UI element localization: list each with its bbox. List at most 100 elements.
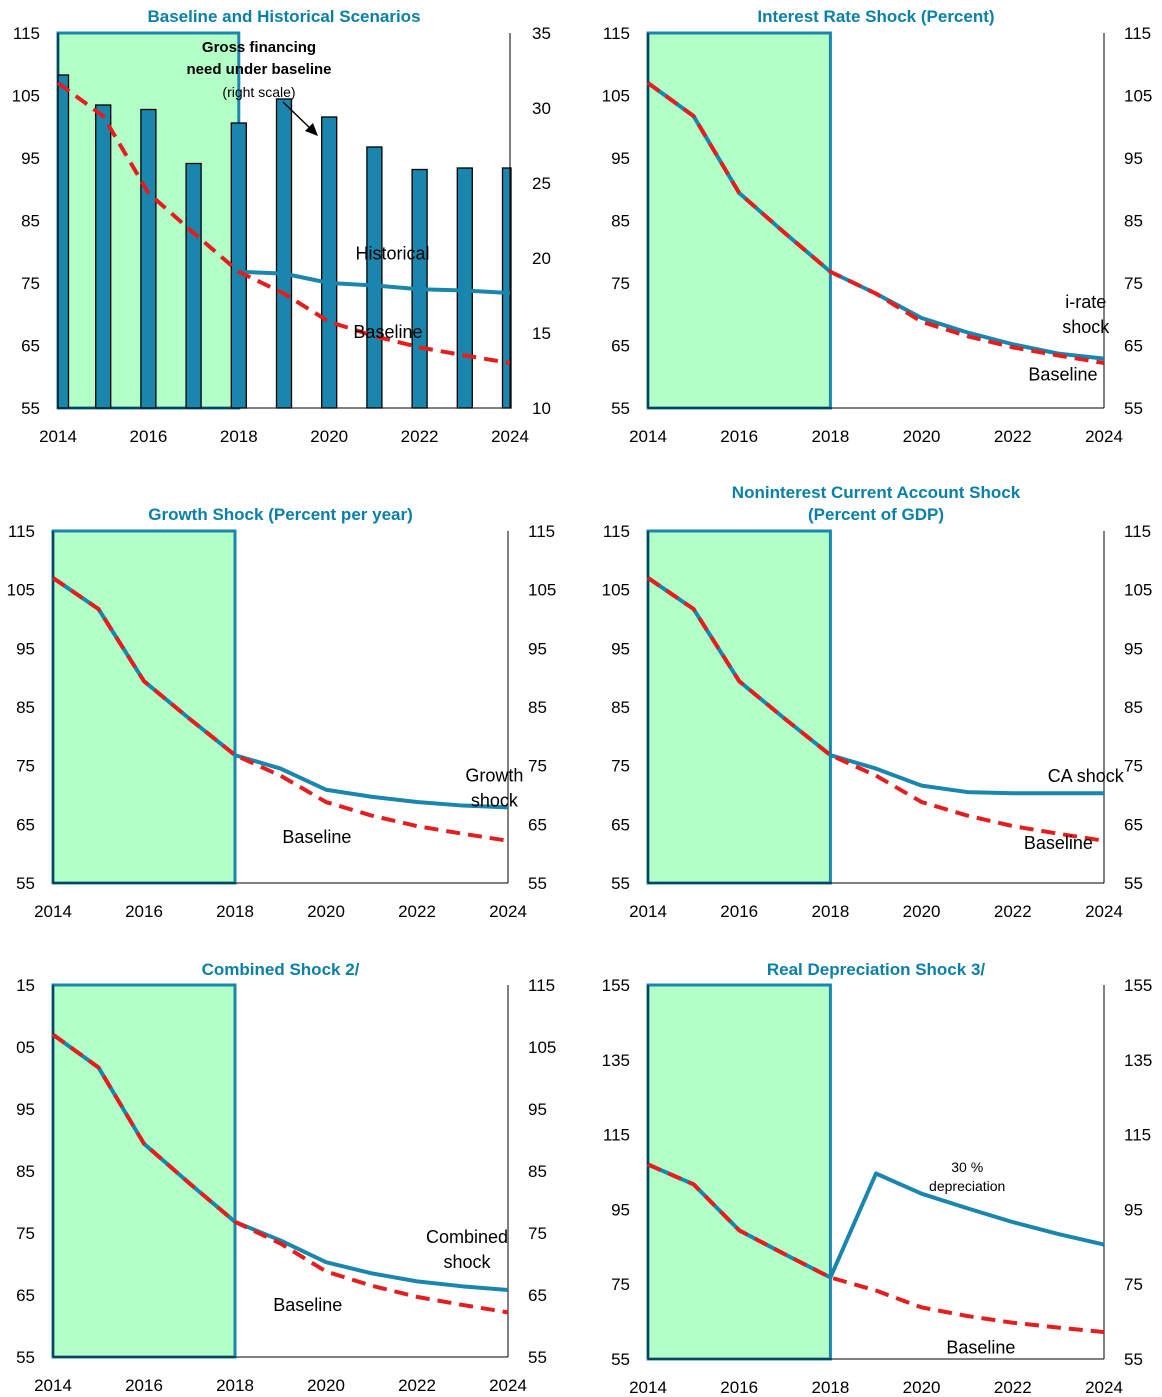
x-tick-label: 2016 — [720, 902, 758, 921]
shock-label: i-rate — [1065, 292, 1106, 312]
y2-tick-label: 55 — [1124, 399, 1143, 418]
y2-tick-label: 95 — [528, 639, 547, 658]
x-tick-label: 2022 — [401, 427, 439, 446]
y2-tick-label: 65 — [1124, 815, 1143, 834]
y2-tick-label: 85 — [1124, 698, 1143, 717]
y2-tick-label: 85 — [528, 698, 547, 717]
y2-tick-label: 155 — [1124, 976, 1152, 995]
x-tick-label: 2024 — [491, 427, 529, 446]
gfn-bar — [321, 116, 338, 409]
baseline-label: Baseline — [1024, 833, 1093, 853]
x-tick-label: 2024 — [1085, 1378, 1123, 1397]
shock-label: shock — [1062, 317, 1110, 337]
chart-subtitle: (Percent of GDP) — [808, 505, 944, 524]
x-tick-label: 2014 — [629, 902, 667, 921]
y-tick-label: 55 — [611, 1350, 630, 1369]
y-tick-label: 95 — [611, 149, 630, 168]
y-tick-label: 85 — [611, 698, 630, 717]
y2-tick-label: 115 — [528, 976, 555, 995]
shock-label: CA shock — [1048, 766, 1125, 786]
x-tick-label: 2018 — [811, 427, 849, 446]
x-tick-label: 2014 — [34, 902, 72, 921]
gfn-bar — [456, 167, 473, 409]
x-tick-label: 2016 — [129, 427, 167, 446]
baseline-label: Baseline — [1028, 365, 1097, 385]
y-tick-label: 55 — [611, 874, 630, 893]
gfn-arrowhead — [305, 123, 318, 136]
historical-shade — [646, 31, 832, 410]
y-tick-label: 105 — [7, 581, 35, 600]
shock-label: Combined — [426, 1227, 508, 1247]
baseline-line — [647, 1162, 1105, 1335]
y2-tick-label: 85 — [1124, 212, 1143, 231]
x-tick-label: 2014 — [34, 1376, 72, 1395]
chart-panel-1: 55 65 75 85 95 105 115 10 15 20 25 30 35 2014 2016 2018… — [12, 7, 551, 446]
shock-label: shock — [444, 1252, 492, 1272]
gfn-label: Gross financing — [202, 39, 316, 56]
y2-tick-label: 30 — [532, 99, 551, 118]
baseline-label: Baseline — [946, 1337, 1015, 1357]
shock-label: shock — [471, 791, 519, 811]
x-tick-label: 2020 — [903, 1378, 941, 1397]
chart-title: Real Depreciation Shock 3/ — [767, 960, 986, 979]
y-tick-label: 65 — [611, 337, 630, 356]
x-tick-label: 2024 — [489, 902, 527, 921]
baseline-line — [56, 81, 511, 365]
y2-tick-label: 95 — [1124, 149, 1143, 168]
x-tick-label: 2022 — [994, 1378, 1032, 1397]
y-tick-label: 85 — [611, 212, 630, 231]
y2-tick-label: 75 — [528, 757, 547, 776]
x-tick-label: 2020 — [310, 427, 348, 446]
y2-tick-label: 65 — [528, 815, 547, 834]
y2-tick-label: 10 — [532, 399, 551, 418]
y-tick-label: 85 — [16, 698, 35, 717]
y2-tick-label: 20 — [532, 249, 551, 268]
y2-tick-label: 95 — [1124, 1200, 1143, 1219]
x-tick-label: 2020 — [307, 902, 345, 921]
gfn-bar — [95, 104, 112, 409]
baseline-label: Baseline — [282, 827, 351, 847]
chart-title: Growth Shock (Percent per year) — [148, 505, 413, 524]
x-tick-label: 2014 — [39, 427, 77, 446]
y-tick-label: 55 — [16, 874, 35, 893]
gfn-bar — [185, 162, 202, 409]
gfn-bar — [275, 98, 293, 409]
y-tick-label: 95 — [611, 639, 630, 658]
y-tick-label: 75 — [611, 274, 630, 293]
y2-tick-label: 85 — [528, 1162, 547, 1181]
y2-tick-label: 75 — [1124, 1275, 1143, 1294]
historical-shade — [51, 983, 237, 1359]
y-tick-label: 55 — [611, 399, 630, 418]
y2-tick-label: 105 — [528, 1038, 556, 1057]
y2-tick-label: 75 — [528, 1224, 547, 1243]
y-tick-label: 05 — [16, 1038, 35, 1057]
y2-tick-label: 115 — [1124, 1126, 1151, 1145]
y-tick-label: 105 — [12, 87, 40, 106]
x-tick-label: 2016 — [720, 427, 758, 446]
y-tick-label: 55 — [16, 1348, 35, 1367]
y-tick-label: 95 — [16, 639, 35, 658]
x-tick-label: 2014 — [629, 1378, 667, 1397]
y-tick-label: 65 — [611, 815, 630, 834]
y2-tick-label: 115 — [1124, 522, 1151, 541]
x-tick-label: 2018 — [216, 902, 254, 921]
shock-label: 30 % — [951, 1159, 983, 1175]
y-tick-label: 95 — [16, 1100, 35, 1119]
x-tick-label: 2014 — [629, 427, 667, 446]
y-tick-label: 75 — [16, 757, 35, 776]
baseline-label: Baseline — [353, 322, 422, 342]
x-tick-label: 2022 — [398, 1376, 436, 1395]
baseline-line — [51, 1032, 509, 1315]
y2-tick-label: 65 — [1124, 337, 1143, 356]
historical-shade — [51, 529, 237, 885]
x-tick-label: 2018 — [216, 1376, 254, 1395]
x-tick-label: 2018 — [811, 1378, 849, 1397]
x-tick-label: 2022 — [398, 902, 436, 921]
baseline-line — [646, 576, 1105, 843]
x-tick-label: 2020 — [307, 1376, 345, 1395]
y2-tick-label: 25 — [532, 174, 551, 193]
x-tick-label: 2022 — [994, 427, 1032, 446]
y-tick-label: 75 — [16, 1224, 35, 1243]
y2-tick-label: 95 — [528, 1100, 547, 1119]
